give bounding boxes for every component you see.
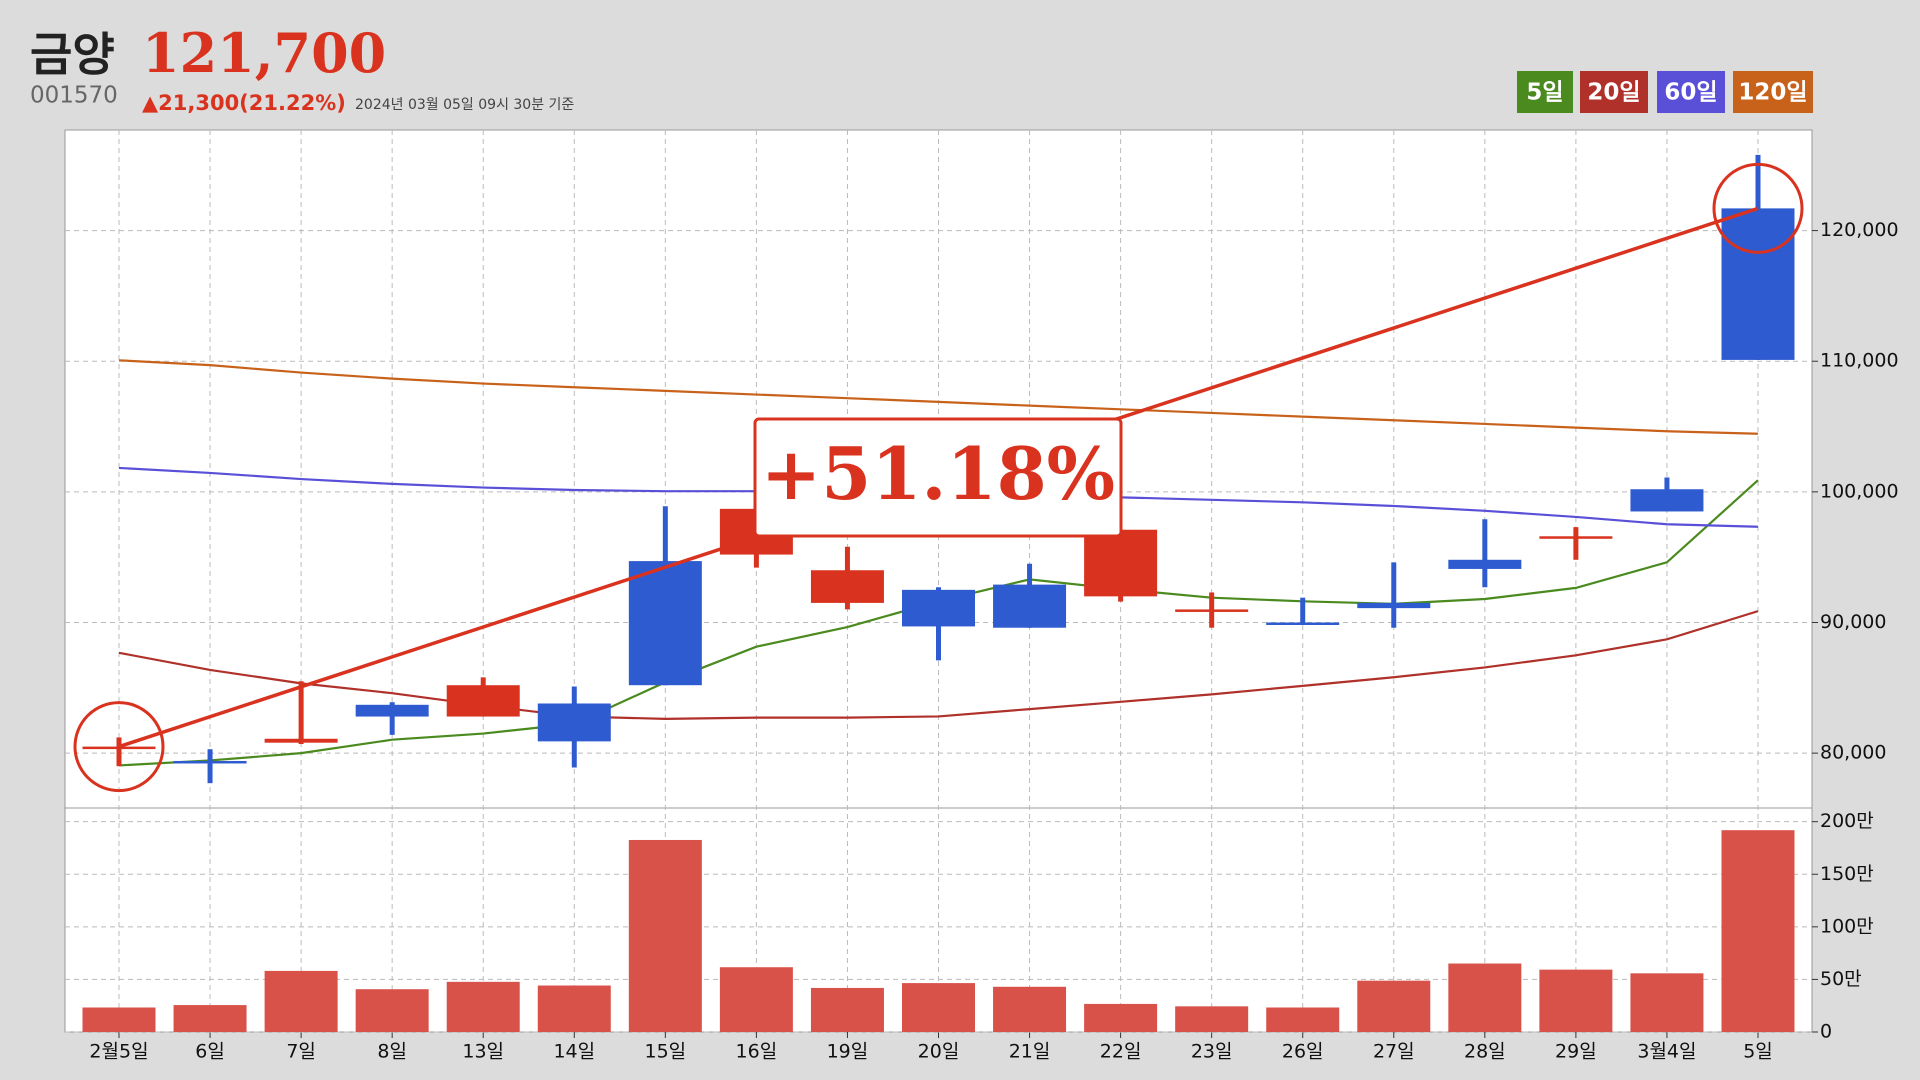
legend-label: 120일: [1738, 80, 1807, 106]
volume-bar: [1721, 830, 1795, 1032]
volume-bar: [902, 983, 975, 1032]
x-tick-label: 19일: [827, 1041, 869, 1063]
y-tick-label: 110,000: [1820, 350, 1899, 372]
candle-body: [1357, 602, 1431, 609]
annotation-label: +51.18%: [761, 431, 1115, 516]
volume-bar: [82, 1007, 156, 1032]
candle-body: [1266, 622, 1340, 625]
stock-code: 001570: [30, 83, 118, 109]
candle-body: [173, 760, 247, 764]
annotation-box: [753, 417, 1123, 538]
volume-bar: [1175, 1006, 1249, 1032]
y-tick-label: 150만: [1820, 863, 1874, 885]
volume-bar: [719, 967, 793, 1032]
y-tick-label: 100,000: [1820, 480, 1899, 502]
candle-body: [446, 685, 520, 717]
volume-bar: [1630, 973, 1704, 1032]
x-tick-label: 21일: [1009, 1041, 1051, 1063]
x-tick-label: 20일: [918, 1041, 960, 1063]
x-tick-label: 7일: [286, 1041, 316, 1063]
x-tick-label: 23일: [1191, 1041, 1233, 1063]
y-tick-label: 120,000: [1820, 219, 1899, 241]
candle-body: [810, 570, 884, 603]
end-marker: [1712, 162, 1804, 254]
candle-body: [355, 704, 429, 717]
legend-swatch: [1733, 71, 1813, 113]
y-tick-label: 100만: [1820, 915, 1874, 937]
candle-body: [1721, 208, 1795, 360]
x-tick-label: 2월5일: [89, 1041, 148, 1063]
volume-bar: [1357, 980, 1431, 1032]
stock-price: 121,700: [142, 21, 386, 85]
volume-bar: [993, 986, 1067, 1032]
stock-name: 금양: [30, 28, 115, 82]
candle-body: [537, 703, 611, 742]
candle-body: [82, 746, 156, 750]
candle-body: [1175, 609, 1249, 612]
x-tick-label: 14일: [553, 1041, 595, 1063]
x-tick-label: 5일: [1743, 1041, 1773, 1063]
x-tick-label: 6일: [195, 1041, 225, 1063]
volume-bar: [355, 989, 429, 1032]
legend-label: 20일: [1587, 80, 1640, 106]
candle-body: [1630, 489, 1704, 512]
volume-bar: [446, 981, 520, 1032]
x-tick-label: 8일: [377, 1041, 407, 1063]
candle-body: [1084, 529, 1158, 597]
start-marker: [73, 701, 165, 793]
y-tick-label: 90,000: [1820, 611, 1886, 633]
volume-bar: [1266, 1007, 1340, 1032]
moving-average-line: [118, 610, 1759, 721]
volume-bar: [810, 987, 884, 1032]
candle-body: [264, 738, 338, 743]
timestamp: 2024년 03월 05일 09시 30분 기준: [355, 97, 574, 113]
legend-swatch: [1517, 71, 1573, 113]
y-tick-label: 80,000: [1820, 742, 1886, 764]
x-tick-label: 15일: [644, 1041, 686, 1063]
legend-swatch: [1657, 71, 1725, 113]
x-tick-label: 29일: [1555, 1041, 1597, 1063]
x-tick-label: 26일: [1282, 1041, 1324, 1063]
price-change: ▲21,300(21.22%): [142, 91, 346, 115]
volume-bar: [1448, 963, 1522, 1032]
y-tick-label: 50만: [1820, 968, 1862, 990]
candle-body: [1448, 559, 1522, 569]
x-tick-label: 3월4일: [1637, 1041, 1696, 1063]
x-tick-label: 16일: [736, 1041, 778, 1063]
volume-bar: [1084, 1003, 1158, 1032]
legend-label: 60일: [1664, 80, 1717, 106]
volume-bar: [264, 970, 338, 1032]
legend-label: 5일: [1526, 80, 1563, 106]
x-tick-label: 28일: [1464, 1041, 1506, 1063]
candle-body: [993, 584, 1067, 628]
volume-bar: [628, 839, 702, 1032]
y-tick-label: 0: [1820, 1021, 1832, 1043]
candle-body: [628, 561, 702, 686]
volume-bar: [1539, 969, 1613, 1032]
moving-average-line: [118, 359, 1759, 435]
volume-bar: [537, 985, 611, 1032]
x-tick-label: 22일: [1100, 1041, 1142, 1063]
volume-bar: [173, 1005, 247, 1032]
x-tick-label: 13일: [462, 1041, 504, 1063]
candle-body: [1539, 536, 1613, 539]
y-tick-label: 200만: [1820, 810, 1874, 832]
legend-swatch: [1580, 71, 1648, 113]
candle-body: [902, 589, 975, 627]
x-tick-label: 27일: [1373, 1041, 1415, 1063]
